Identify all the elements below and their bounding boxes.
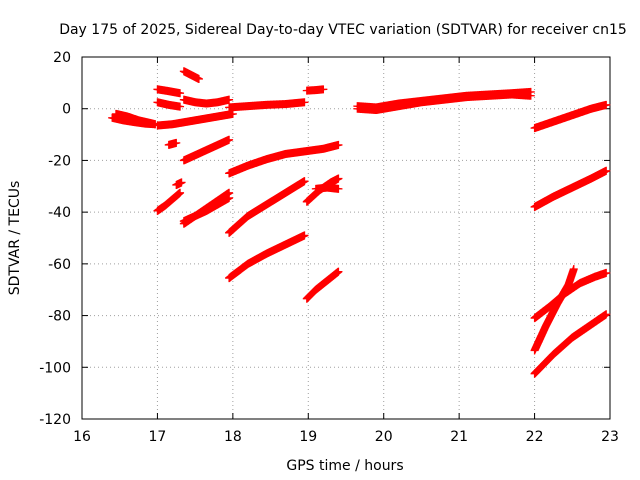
x-axis-label: GPS time / hours — [286, 458, 403, 474]
series-markers — [353, 90, 535, 115]
series-markers — [311, 183, 343, 193]
series-arc-04 — [153, 85, 185, 98]
y-tick-label: -120 — [39, 412, 71, 428]
y-tick-label: -40 — [48, 205, 71, 221]
series-arc-21 — [302, 267, 343, 303]
x-tick-label: 23 — [601, 429, 619, 445]
series-markers — [530, 265, 578, 355]
series-arc-28 — [530, 310, 611, 378]
series-arc-13 — [179, 193, 234, 226]
plot-frame — [81, 56, 611, 420]
series-arc-15 — [225, 140, 343, 178]
series-arc-17 — [225, 231, 309, 283]
series-markers — [530, 310, 611, 378]
y-tick-label: -20 — [48, 153, 71, 169]
series-arc-02 — [111, 109, 160, 129]
series-arc-23 — [353, 90, 535, 115]
y-tick-label: -100 — [39, 360, 71, 376]
series-arc-10 — [179, 135, 234, 165]
series-markers — [153, 85, 185, 98]
x-tick-label: 20 — [375, 429, 393, 445]
series-markers — [302, 267, 343, 303]
y-tick-label: 20 — [53, 50, 71, 66]
x-tick-label: 21 — [450, 429, 468, 445]
series-arc-20 — [311, 183, 343, 193]
y-tick-label: 0 — [62, 102, 71, 118]
series-markers — [153, 188, 185, 215]
y-axis-label: SDTVAR / TECUs — [7, 181, 23, 296]
series-markers — [164, 138, 181, 149]
series-markers — [530, 100, 611, 133]
data-series — [108, 67, 611, 378]
series-markers — [530, 166, 611, 211]
series-markers — [225, 98, 309, 112]
x-tick-label: 18 — [224, 429, 242, 445]
series-arc-05 — [153, 98, 185, 111]
series-markers — [153, 98, 185, 111]
series-arc-03 — [153, 109, 237, 130]
series-markers — [225, 231, 309, 283]
series-arc-14 — [225, 98, 309, 112]
series-arc-07 — [172, 178, 186, 189]
series-markers — [179, 193, 234, 226]
series-markers — [302, 85, 328, 95]
series-arc-16 — [225, 177, 309, 237]
chart-title: Day 175 of 2025, Sidereal Day-to-day VTE… — [59, 22, 627, 38]
x-tick-label: 19 — [299, 429, 317, 445]
grid — [82, 57, 610, 419]
series-markers — [179, 95, 234, 108]
series-arc-06 — [164, 138, 181, 149]
series-markers — [179, 135, 234, 165]
series-arc-11 — [153, 188, 185, 215]
series-markers — [172, 178, 186, 189]
x-tick-label: 16 — [73, 429, 91, 445]
y-tick-label: -60 — [48, 257, 71, 273]
series-markers — [225, 140, 343, 178]
series-markers — [111, 109, 160, 129]
series-arc-08 — [179, 67, 203, 83]
series-markers — [225, 177, 309, 237]
series-arc-25 — [530, 166, 611, 211]
x-tick-label: 17 — [149, 429, 167, 445]
x-tick-label: 22 — [526, 429, 544, 445]
series-arc-27 — [530, 265, 578, 355]
series-arc-24 — [530, 100, 611, 133]
series-arc-09 — [179, 95, 234, 108]
axis-ticks: 16 17 18 19 20 21 22 23 -120 -100 -80 -60 -40 -20 0 20 — [39, 50, 619, 445]
y-tick-label: -80 — [48, 309, 71, 325]
series-markers — [179, 67, 203, 83]
series-arc-18 — [302, 85, 328, 95]
series-markers — [153, 109, 237, 130]
